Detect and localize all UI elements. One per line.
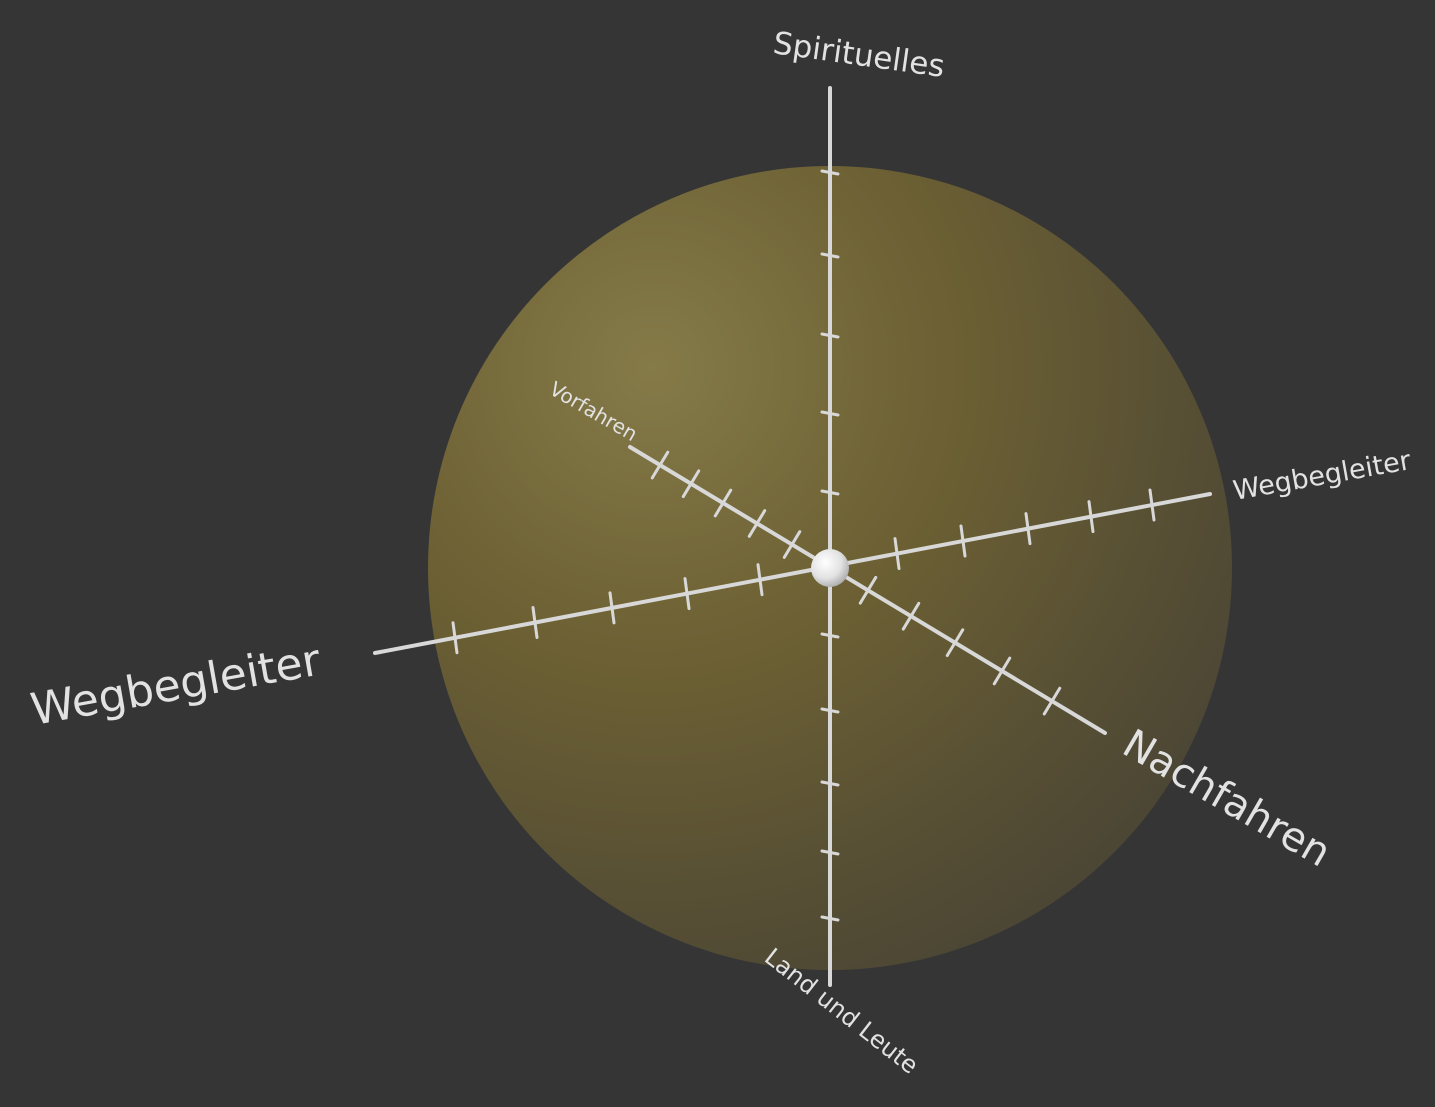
horizontal-axis-tick [1024,512,1032,546]
vertical-axis-tick [820,849,840,856]
vertical-axis-tick [820,707,840,714]
depth-axis-tick [992,656,1012,686]
horizontal-axis-tick [893,537,901,571]
horizontal-axis-tick [451,621,459,655]
label-right: Wegbegleiter [1231,445,1414,507]
vertical-axis-tick [820,780,840,787]
horizontal-axis-tick [1087,500,1095,534]
horizontal-axis-tick [683,577,691,611]
center-node [811,549,849,587]
depth-axis-tick [1042,686,1062,716]
horizontal-axis-tick [1148,488,1156,522]
vertical-axis-tick [820,632,840,639]
vertical-axis-tick [820,169,840,176]
horizontal-axis-tick [756,563,764,597]
vertical-axis-tick [820,410,840,417]
depth-axis-tick [681,469,701,499]
depth-axis-tick [747,509,767,538]
vertical-axis-tick [820,252,840,259]
label-top: Spirituelles [771,25,947,85]
depth-axis-tick [782,530,802,559]
horizontal-axis [373,492,1212,655]
depth-axis-tick [945,628,965,658]
vertical-axis-tick [820,915,840,922]
depth-axis-tick [858,575,878,605]
horizontal-axis-tick [531,606,539,640]
depth-axis-tick [901,601,921,631]
vertical-axis-tick [820,489,840,496]
depth-axis-tick [650,450,670,480]
label-left: Wegbegleiter [27,635,325,736]
vertical-axis-tick [820,332,840,339]
axis-ticks [451,169,1156,922]
depth-axis-tick [713,488,733,518]
horizontal-axis-tick [608,591,616,625]
horizontal-axis-tick [959,524,967,558]
